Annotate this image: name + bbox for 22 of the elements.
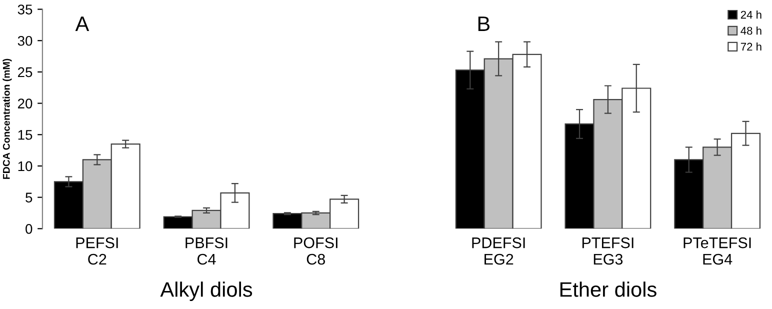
y-tick-label: 5 [26, 192, 32, 202]
y-tick-label: 20 [18, 98, 32, 108]
x-axis-title: Ether diols [560, 282, 656, 297]
x-tick-label: PTeTEFSI EG4 [684, 237, 751, 265]
y-tick-label: 30 [18, 36, 32, 46]
x-tick-label: PEFSI C2 [76, 237, 118, 265]
legend-label: 48 h [740, 26, 762, 35]
y-axis-title: FDCA Concentration (mM) [2, 58, 12, 179]
legend-label: 24 h [740, 10, 762, 19]
x-tick-label: PBFSI C4 [186, 237, 228, 265]
y-tick-label: 35 [18, 4, 32, 14]
x-tick-label: POFSI C8 [294, 237, 338, 265]
y-tick-label: 15 [18, 130, 32, 140]
legend-label: 72 h [740, 42, 762, 51]
y-tick-label: 0 [26, 224, 32, 234]
x-axis-title: Alkyl diols [160, 282, 252, 301]
y-tick-label: 10 [18, 161, 32, 172]
x-tick-label: PDEFSI EG2 [472, 237, 525, 265]
x-tick-label: PTEFSI EG3 [582, 237, 634, 265]
chart-title: B [478, 16, 490, 31]
chart-title: A [75, 16, 90, 31]
y-tick-label: 25 [18, 67, 32, 78]
